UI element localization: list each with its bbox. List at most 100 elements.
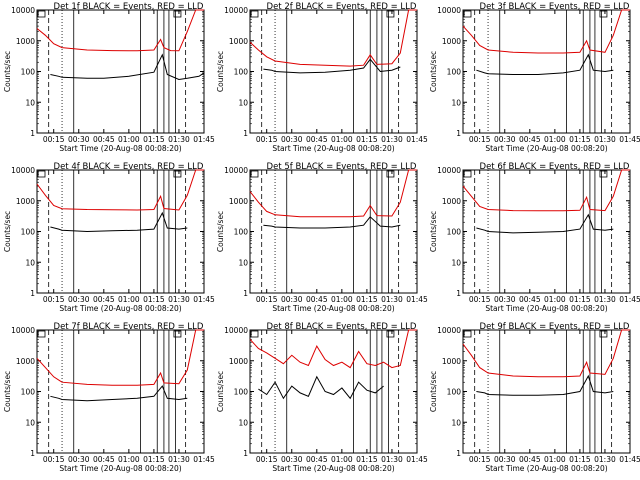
y-axis-label: Counts/sec: [3, 371, 12, 412]
panel-title: Det 1f BLACK = Events, RED = LLD: [54, 2, 204, 12]
x-tick-label: 01:30: [168, 295, 190, 304]
corner-marker: [386, 170, 395, 178]
x-tick-label: 01:45: [406, 135, 428, 144]
y-tick-label: 10: [25, 418, 35, 427]
y-tick-label: 1000: [229, 357, 248, 366]
x-tick-label: 01:15: [143, 455, 165, 464]
x-tick-label: 00:45: [306, 135, 328, 144]
y-tick-label: 10000: [224, 6, 248, 15]
x-tick-label: 01:15: [569, 135, 591, 144]
y-tick-label: 10: [25, 258, 35, 267]
panel-title: Det 4f BLACK = Events, RED = LLD: [54, 162, 204, 172]
y-axis-label: Counts/sec: [216, 371, 225, 412]
x-tick-label: 01:45: [619, 135, 640, 144]
y-axis-label: Counts/sec: [429, 371, 438, 412]
x-tick-label: 01:00: [118, 455, 140, 464]
x-axis-label: Start Time (20-Aug-08 00:08:20): [485, 144, 607, 153]
series-line-events: [50, 211, 188, 233]
x-tick-label: 01:30: [381, 135, 403, 144]
x-axis-label: Start Time (20-Aug-08 00:08:20): [272, 144, 394, 153]
corner-marker: [386, 330, 395, 338]
x-tick-label: 00:45: [306, 295, 328, 304]
y-tick-label: 10000: [224, 166, 248, 175]
x-tick-label: 01:45: [619, 455, 640, 464]
y-tick-label: 100: [447, 68, 462, 77]
x-tick-label: 00:45: [93, 135, 115, 144]
x-tick-label: 00:30: [281, 135, 303, 144]
corner-marker: [599, 170, 608, 178]
y-tick-label: 100: [21, 388, 36, 397]
x-tick-label: 00:15: [256, 455, 278, 464]
series-line-lld: [36, 329, 204, 386]
x-tick-label: 00:30: [68, 455, 90, 464]
corner-marker: [37, 170, 46, 178]
series-line-lld: [249, 169, 417, 218]
panel-7: Det 7f BLACK = Events, RED = LLD 1 10 100 10…: [3, 322, 215, 473]
x-tick-label: 01:00: [544, 135, 566, 144]
x-tick-label: 01:15: [356, 135, 378, 144]
x-axis-label: Start Time (20-Aug-08 00:08:20): [272, 304, 394, 313]
x-tick-label: 00:30: [494, 455, 516, 464]
y-tick-label: 1000: [229, 197, 248, 206]
y-tick-label: 1: [243, 289, 248, 298]
x-tick-label: 00:30: [281, 295, 303, 304]
x-axis-label: Start Time (20-Aug-08 00:08:20): [59, 304, 181, 313]
series-line-events: [476, 53, 614, 75]
corner-marker: [173, 170, 182, 178]
x-tick-label: 00:30: [281, 455, 303, 464]
x-tick-label: 01:15: [569, 295, 591, 304]
panel-title: Det 8f BLACK = Events, RED = LLD: [267, 322, 417, 332]
x-tick-label: 01:45: [406, 295, 428, 304]
x-tick-label: 01:30: [168, 135, 190, 144]
x-tick-label: 01:15: [143, 295, 165, 304]
y-tick-label: 1: [456, 129, 461, 138]
corner-marker: [599, 10, 608, 18]
x-tick-label: 01:00: [331, 135, 353, 144]
panel-title: Det 3f BLACK = Events, RED = LLD: [480, 2, 630, 12]
y-tick-label: 100: [447, 388, 462, 397]
x-axis-label: Start Time (20-Aug-08 00:08:20): [485, 464, 607, 473]
y-tick-label: 10000: [437, 326, 461, 335]
panel-8: Det 8f BLACK = Events, RED = LLD 1 10 100 10…: [216, 322, 428, 473]
y-tick-label: 10000: [437, 6, 461, 15]
series-line-lld: [462, 169, 630, 212]
x-tick-label: 00:45: [519, 135, 541, 144]
y-tick-label: 10: [25, 98, 35, 107]
series-line-lld: [36, 9, 204, 52]
x-tick-label: 01:45: [619, 295, 640, 304]
y-tick-label: 10: [238, 418, 248, 427]
corner-marker: [37, 330, 46, 338]
y-tick-label: 1: [456, 289, 461, 298]
corner-marker: [250, 10, 259, 18]
y-tick-label: 10000: [11, 166, 35, 175]
series-line-events: [50, 385, 188, 402]
x-tick-label: 01:30: [594, 135, 616, 144]
y-axis-label: Counts/sec: [429, 51, 438, 92]
corner-marker: [250, 330, 259, 338]
y-tick-label: 10000: [11, 326, 35, 335]
panel-1: Det 1f BLACK = Events, RED = LLD 1 10 100 10…: [3, 2, 215, 153]
x-tick-label: 01:00: [331, 455, 353, 464]
x-tick-label: 01:45: [193, 135, 215, 144]
series-line-events: [258, 375, 384, 400]
y-tick-label: 100: [21, 68, 36, 77]
corner-marker: [173, 10, 182, 18]
y-tick-label: 1: [456, 449, 461, 458]
x-tick-label: 00:30: [68, 295, 90, 304]
x-tick-label: 00:15: [43, 135, 65, 144]
corner-marker: [463, 10, 472, 18]
y-tick-label: 100: [234, 228, 249, 237]
x-tick-label: 01:15: [569, 455, 591, 464]
x-tick-label: 01:45: [193, 455, 215, 464]
y-tick-label: 1: [30, 449, 35, 458]
x-axis-label: Start Time (20-Aug-08 00:08:20): [59, 464, 181, 473]
x-tick-label: 00:30: [494, 135, 516, 144]
panel-2: Det 2f BLACK = Events, RED = LLD 1 10 100 10…: [216, 2, 428, 153]
y-tick-label: 1: [30, 129, 35, 138]
y-tick-label: 10: [451, 258, 461, 267]
y-tick-label: 1000: [442, 357, 461, 366]
x-tick-label: 01:30: [594, 455, 616, 464]
corner-marker: [463, 170, 472, 178]
x-tick-label: 00:15: [469, 455, 491, 464]
corner-marker: [250, 170, 259, 178]
